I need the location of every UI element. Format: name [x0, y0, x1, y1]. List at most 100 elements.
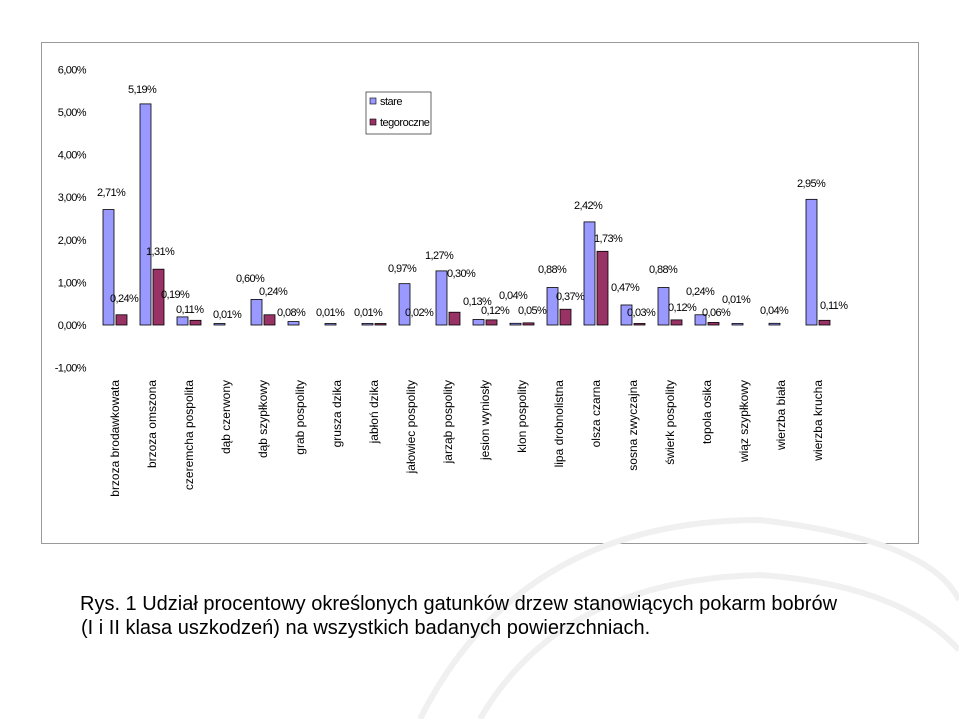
data-label-stare: 0,01% [316, 307, 345, 319]
data-label-stare: 2,42% [574, 200, 603, 212]
category-label: lipa drobnolistna [552, 380, 566, 468]
data-label-stare: 5,19% [128, 84, 157, 96]
data-label-stare: 0,19% [161, 289, 190, 301]
data-label-stare: 0,60% [236, 273, 265, 285]
data-label-stare: 0,13% [463, 296, 492, 308]
bar-stare [768, 322, 781, 326]
y-tick-label: 5,00% [58, 107, 87, 119]
legend-label-tegoroczne: tegoroczne [380, 117, 430, 129]
bar-stare [805, 198, 818, 326]
y-tick-label: 4,00% [58, 150, 87, 162]
category-label: klon pospolity [515, 380, 529, 453]
bar-stare [213, 323, 226, 326]
data-label-stare: 0,01% [213, 309, 242, 321]
category-label: dąb czerwony [219, 380, 233, 454]
category-label: brzoza omszona [145, 380, 159, 468]
category-label: czeremcha pospolita [182, 380, 196, 490]
bar-stare [102, 209, 115, 326]
data-label-stare: 0,97% [388, 263, 417, 275]
data-label-stare: 0,47% [611, 282, 640, 294]
data-label-stare: 0,24% [686, 286, 715, 298]
bar-stare [583, 221, 596, 326]
category-label: grab pospolity [293, 380, 307, 455]
data-label-tegoroczne: 0,37% [556, 291, 585, 303]
category-label: brzoza brodawkowata [108, 380, 122, 497]
data-label-stare: 2,95% [797, 178, 826, 190]
data-label-tegoroczne: 0,24% [110, 293, 139, 305]
y-tick-label: 2,00% [58, 235, 87, 247]
bar-tegoroczne [670, 319, 683, 326]
bar-stare [694, 314, 707, 326]
data-label-stare: 2,71% [97, 187, 126, 199]
data-label-tegoroczne: 0,03% [627, 307, 656, 319]
chart-frame [41, 42, 919, 544]
bar-tegoroczne [448, 311, 461, 326]
bar-stare [361, 323, 374, 326]
y-tick-label: 1,00% [58, 277, 87, 289]
bar-stare [731, 323, 744, 326]
bar-stare [620, 304, 633, 326]
category-label: świerk pospolity [663, 380, 677, 465]
data-label-stare: 0,04% [760, 305, 789, 317]
data-label-tegoroczne: 0,30% [447, 268, 476, 280]
data-label-stare: 1,27% [425, 250, 454, 262]
bar-stare [176, 316, 189, 326]
bar-stare [139, 103, 152, 326]
y-tick-label: 0,00% [58, 320, 87, 332]
category-label: wierzba biała [774, 380, 788, 451]
bar-tegoroczne [374, 323, 387, 326]
data-label-stare: 0,88% [538, 264, 567, 276]
bar-tegoroczne [818, 319, 831, 326]
bar-tegoroczne [559, 308, 572, 326]
caption-line-2: (I i II klasa uszkodzeń) na wszystkich b… [81, 617, 651, 639]
bar-tegoroczne [263, 314, 276, 326]
category-label: dąb szypłkowy [256, 380, 270, 458]
data-label-tegoroczne: 0,02% [405, 307, 434, 319]
bar-tegoroczne [485, 319, 498, 326]
bar-stare [435, 270, 448, 326]
category-label: jesion wyniosły [478, 380, 492, 461]
data-label-stare: 0,08% [277, 307, 306, 319]
category-label: wierzba krucha [811, 380, 825, 462]
data-label-tegoroczne: 0,24% [259, 286, 288, 298]
data-label-tegoroczne: 0,11% [820, 300, 848, 312]
legend-swatch-tegoroczne [369, 118, 377, 126]
data-label-tegoroczne: 0,05% [518, 305, 547, 317]
data-label-stare: 0,01% [354, 307, 383, 319]
y-tick-label: 3,00% [58, 192, 87, 204]
bar-stare [324, 323, 337, 326]
category-label: grusza dzika [330, 380, 344, 448]
category-label: sosna zwyczajna [626, 380, 640, 471]
y-tick-label: -1,00% [55, 363, 87, 375]
data-label-stare: 0,04% [499, 290, 528, 302]
bar-stare [657, 287, 670, 326]
bar-tegoroczne [189, 319, 202, 326]
category-label: topola osika [700, 380, 714, 444]
bar-stare [287, 321, 300, 326]
data-label-tegoroczne: 1,73% [594, 233, 623, 245]
bar-tegoroczne [522, 322, 535, 326]
data-label-tegoroczne: 0,12% [481, 305, 510, 317]
bar-stare [509, 322, 522, 326]
bar-tegoroczne [707, 322, 720, 326]
legend-box [365, 91, 432, 135]
category-label: jarząb pospolity [441, 380, 455, 464]
category-label: jałowiec pospolity [404, 380, 418, 474]
figure-caption: Rys. 1 Udział procentowy określonych gat… [80, 592, 940, 640]
bar-tegoroczne [596, 250, 609, 326]
data-label-stare: 0,01% [722, 294, 751, 306]
y-tick-label: 6,00% [58, 64, 87, 76]
data-label-tegoroczne: 1,31% [146, 246, 175, 258]
legend-swatch-stare [369, 97, 377, 105]
category-label: jabłoń dzika [367, 380, 381, 445]
category-label: wiąz szypłkowy [737, 380, 751, 463]
data-label-tegoroczne: 0,12% [668, 302, 697, 314]
bar-stare [472, 319, 485, 326]
bar-tegoroczne [633, 323, 646, 326]
bar-stare [250, 299, 263, 326]
data-label-tegoroczne: 0,06% [702, 307, 731, 319]
data-label-stare: 0,88% [649, 264, 678, 276]
bar-tegoroczne [115, 314, 128, 326]
category-label: olsza czarna [589, 380, 603, 448]
